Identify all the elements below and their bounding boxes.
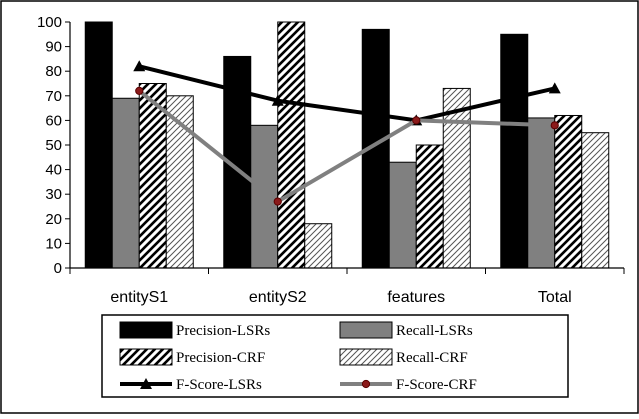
bar-recall-lsrs-features: [388, 161, 417, 269]
y-tick-label: 80: [45, 63, 62, 80]
x-category-label: Total: [538, 289, 572, 306]
bar-recall-lsrs-total: [527, 117, 556, 269]
bar-recall-lsrs-entitys1: [111, 97, 140, 269]
legend-label-recall-crf: Recall-CRF: [396, 350, 468, 366]
x-category-label: entityS2: [249, 289, 307, 306]
point-f-score-lsrs-entitys2: [271, 94, 284, 106]
y-tick-label: 0: [54, 260, 62, 277]
y-tick-label: 30: [45, 186, 62, 203]
point-f-score-crf-total: [550, 121, 559, 130]
point-f-score-crf-features: [412, 116, 421, 125]
bar-precision-crf-features: [415, 144, 444, 269]
point-f-score-lsrs-total: [548, 82, 561, 94]
x-axis-categories: entityS1 entityS2 features Total: [110, 289, 571, 306]
y-tick-label: 50: [45, 137, 62, 154]
bar-recall-crf-total: [581, 132, 610, 269]
legend-swatch-recall-crf: [339, 348, 393, 366]
bar-precision-crf-entitys1: [138, 83, 167, 269]
bar-precision-lsrs-entitys1: [84, 21, 113, 269]
y-tick-label: 10: [45, 235, 62, 252]
y-tick-label: 60: [45, 112, 62, 129]
legend-swatch-precision-lsrs: [119, 321, 173, 339]
y-tick-label: 70: [45, 88, 62, 105]
y-tick-label: 100: [37, 14, 62, 31]
bar-recall-crf-entitys2: [304, 223, 333, 269]
legend-label-precision-lsrs: Precision-LSRs: [176, 323, 270, 339]
series-lines: [133, 60, 561, 206]
legend-marker-f-score-lsrs: [140, 378, 152, 389]
bar-recall-crf-features: [442, 87, 471, 269]
legend-label-recall-lsrs: Recall-LSRs: [396, 323, 473, 339]
bar-precision-crf-entitys2: [277, 21, 306, 269]
point-f-score-crf-entitys1: [135, 86, 144, 95]
y-tick-label: 40: [45, 162, 62, 179]
y-axis-ticks: 0 10 20 30 40 50 60 70 80 90 100: [37, 14, 70, 277]
bar-recall-crf-entitys1: [165, 95, 194, 269]
legend: Precision-LSRs Recall-LSRs Precision-CRF Re…: [119, 321, 477, 393]
point-f-score-crf-entitys2: [273, 197, 282, 206]
line-f-score-lsrs: [138, 64, 556, 123]
point-f-score-lsrs-entitys1: [133, 60, 146, 72]
x-category-label: entityS1: [110, 289, 168, 306]
y-tick-label: 90: [45, 39, 62, 56]
legend-label-precision-crf: Precision-CRF: [176, 350, 265, 366]
x-category-label: features: [387, 289, 445, 306]
axes: [69, 22, 625, 274]
legend-label-f-score-lsrs: F-Score-LSRs: [176, 377, 262, 393]
legend-label-f-score-crf: F-Score-CRF: [396, 377, 477, 393]
legend-box: [101, 314, 569, 398]
bar-precision-crf-total: [554, 114, 583, 269]
legend-swatch-precision-crf: [119, 348, 173, 366]
bar-precision-lsrs-total: [500, 33, 529, 269]
legend-swatch-recall-lsrs: [339, 321, 393, 339]
y-tick-label: 20: [45, 211, 62, 228]
line-f-score-crf: [138, 89, 555, 204]
legend-marker-f-score-crf: [361, 379, 371, 389]
